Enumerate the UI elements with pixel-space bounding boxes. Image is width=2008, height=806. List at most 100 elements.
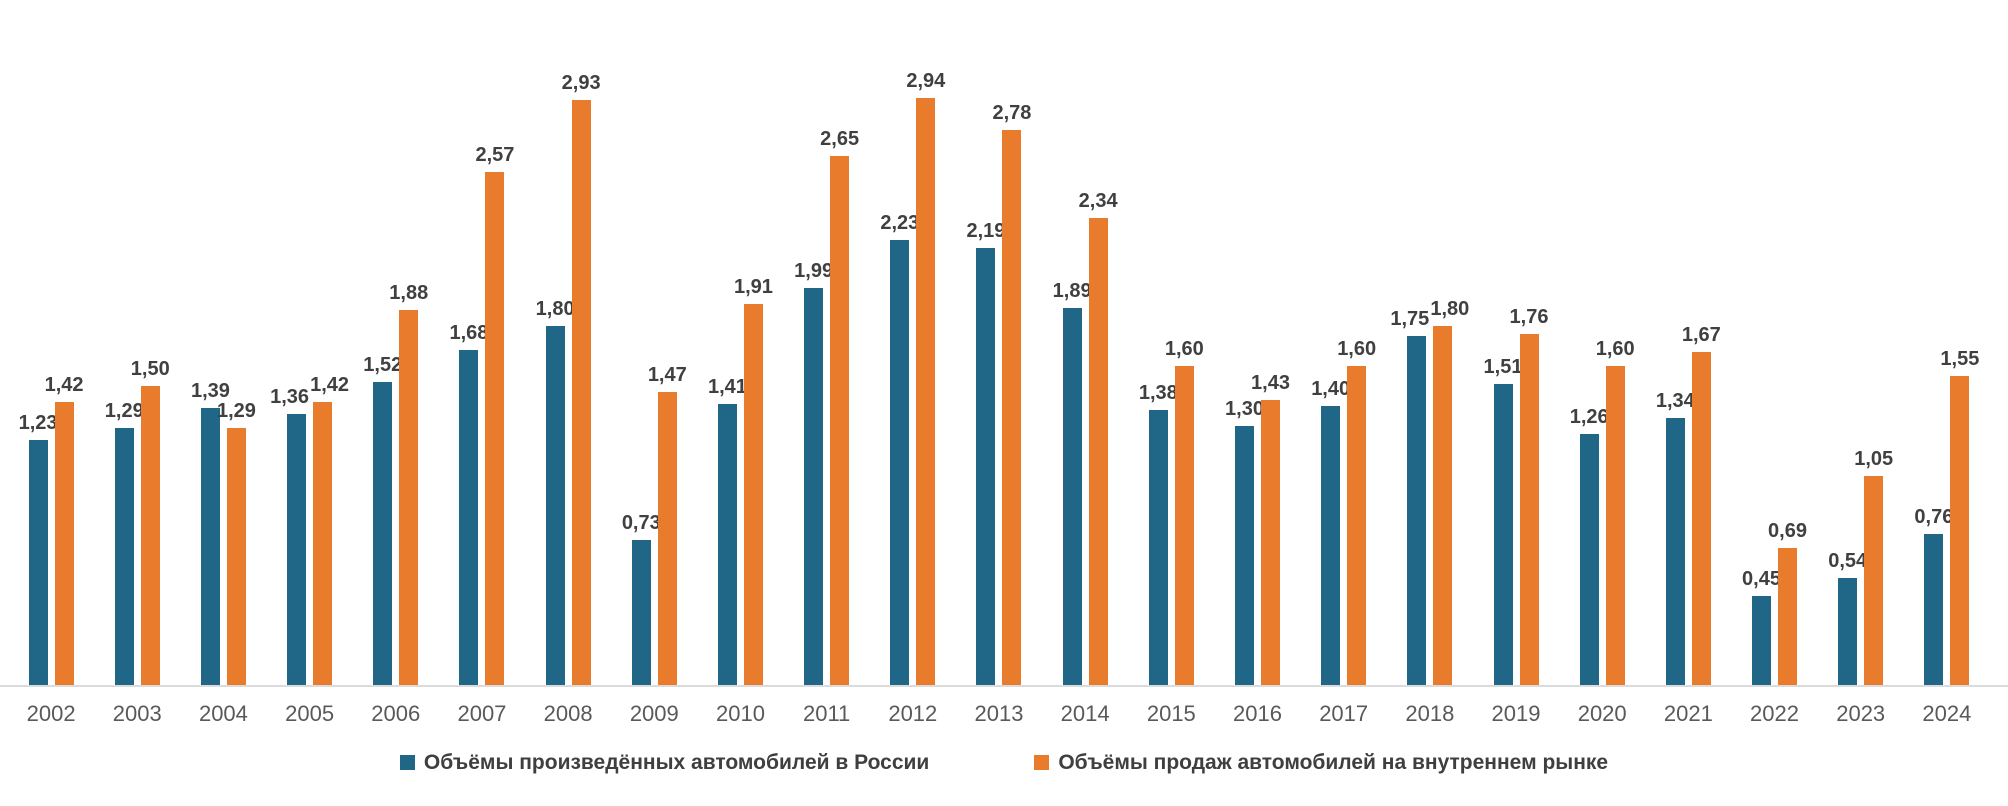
plot-area: 1,23 1,42 1,29 1,50 1,39 1,29 1,36 1,42 1,52 1,88… [8,0,1990,686]
bar-produced-2002: 1,23 [19,413,58,686]
year-group-2021: 1,34 1,67 [1645,0,1731,686]
x-axis-tick-2011: 2011 [802,701,851,726]
bar-value-label: 1,34 [1655,390,1695,412]
x-axis-tick-2017: 2017 [1319,701,1369,726]
bar-sold-2019: 1,76 [1510,307,1548,686]
bar-produced-2015: 1,38 [1139,383,1178,686]
bar-pair: 0,73 1,47 [622,365,687,686]
bar-value-label: 0,76 [1914,506,1954,528]
bar-value-label: 2,57 [475,144,515,166]
bar-sold-2009: 1,47 [648,365,687,686]
year-group-2019: 1,51 1,76 [1473,0,1559,686]
bar-sold-2002: 1,42 [45,375,84,686]
bar-produced-2022: 0,45 [1742,569,1781,686]
legend-swatch-sold-icon [1034,755,1050,771]
bar-sold-2016: 1,43 [1251,373,1290,686]
year-group-2007: 1,68 2,57 [439,0,525,686]
bar-pair: 1,38 1,60 [1139,339,1204,686]
bar-value-label: 1,88 [389,282,429,304]
bar-sold-2020: 1,60 [1596,339,1635,686]
bar-sold-2013: 2,78 [993,103,1031,686]
bar-value-label: 1,99 [794,260,834,282]
bar-value-label: 1,52 [363,354,403,376]
x-axis-tick-2024: 2024 [1922,701,1972,726]
bar-value-label: 1,50 [130,358,170,380]
x-axis-tick-2023: 2023 [1836,701,1886,726]
bar-pair: 1,39 1,29 [191,381,256,686]
bar-pair: 1,41 1,91 [708,277,773,686]
x-axis-tick-2019: 2019 [1491,701,1541,726]
bar-sold-2010: 1,91 [734,277,773,686]
x-axis-tick-2022: 2022 [1750,701,1799,726]
bar-value-label: 1,60 [1595,338,1635,360]
x-axis-tick-2007: 2007 [457,701,507,726]
year-group-2002: 1,23 1,42 [8,0,94,686]
bar-value-label: 1,55 [1940,348,1980,370]
x-axis-tick-2012: 2012 [888,701,938,726]
bar-produced-2017: 1,40 [1311,379,1350,686]
bar-produced-2006: 1,52 [363,355,402,686]
bar-pair: 1,52 1,88 [363,283,428,686]
bar-pair: 1,36 1,42 [270,375,349,686]
year-group-2014: 1,89 2,34 [1042,0,1128,686]
bar-value-label: 1,68 [449,322,489,344]
legend-item-sold: Объёмы продаж автомобилей на внутреннем … [1034,750,1608,775]
bar-produced-2008: 1,80 [536,299,575,686]
year-group-2024: 0,76 1,55 [1904,0,1990,686]
bar-value-label: 1,80 [1430,298,1470,320]
year-group-2022: 0,45 0,69 [1731,0,1817,686]
year-group-2008: 1,80 2,93 [525,0,611,686]
bar-produced-2012: 2,23 [880,213,919,686]
bar-value-label: 1,67 [1681,324,1721,346]
bar-pair: 1,99 2,65 [794,129,859,686]
bar-sold-2018: 1,80 [1430,299,1469,686]
year-group-2011: 1,99 2,65 [784,0,870,686]
bar-pair: 2,19 2,78 [967,103,1031,686]
bar-value-label: 2,34 [1078,190,1118,212]
bar-value-label: 1,47 [647,364,687,386]
bar-sold-2022: 0,69 [1768,521,1807,686]
year-group-2003: 1,29 1,50 [94,0,180,686]
legend: Объёмы произведённых автомобилей в Росси… [0,750,2008,775]
bar-value-label: 1,91 [733,276,773,298]
legend-label-produced: Объёмы произведённых автомобилей в Росси… [423,751,930,774]
bar-produced-2009: 0,73 [622,513,661,686]
year-group-2010: 1,41 1,91 [697,0,783,686]
bar-value-label: 1,43 [1251,372,1290,394]
x-axis-tick-2010: 2010 [715,701,765,726]
bar-value-label: 1,39 [190,380,230,402]
bar-sold-2024: 1,55 [1940,349,1979,686]
bar-produced-2024: 0,76 [1914,507,1953,686]
bar-produced-2020: 1,26 [1570,407,1609,686]
year-group-2006: 1,52 1,88 [353,0,439,686]
x-axis-tick-2002: 2002 [26,701,76,726]
bar-sold-2004: 1,29 [217,401,256,686]
bar-value-label: 1,89 [1052,280,1092,302]
x-axis-tick-2005: 2005 [285,701,335,726]
x-axis-tick-2009: 2009 [629,701,679,726]
bar-value-label: 2,93 [561,72,601,94]
legend-label-sold: Объёмы продаж автомобилей на внутреннем … [1058,751,1609,774]
bar-value-label: 1,42 [310,374,350,396]
bar-value-label: 0,73 [621,512,661,534]
bar-value-label: 1,36 [270,386,310,408]
year-group-2018: 1,75 1,80 [1387,0,1473,686]
year-group-2013: 2,19 2,78 [956,0,1042,686]
bar-pair: 1,89 2,34 [1053,191,1118,686]
bar-value-label: 1,76 [1509,306,1549,328]
bar-produced-2004: 1,39 [191,381,230,686]
year-group-2016: 1,30 1,43 [1214,0,1300,686]
bar-pair: 2,23 2,94 [880,71,945,686]
bar-value-label: 1,29 [104,400,144,422]
bar-pair: 1,68 2,57 [449,145,514,686]
bar-pair: 1,80 2,93 [536,73,601,686]
bar-value-label: 1,05 [1854,448,1894,470]
bar-value-label: 1,75 [1390,308,1430,330]
bar-value-label: 1,42 [44,374,84,396]
x-axis-tick-2016: 2016 [1233,701,1282,726]
bar-value-label: 1,41 [707,376,747,398]
bar-pair: 1,40 1,60 [1311,339,1376,686]
bar-sold-2021: 1,67 [1682,325,1721,686]
bar-sold-2011: 2,65 [820,129,859,686]
bar-pair: 1,23 1,42 [19,375,84,686]
